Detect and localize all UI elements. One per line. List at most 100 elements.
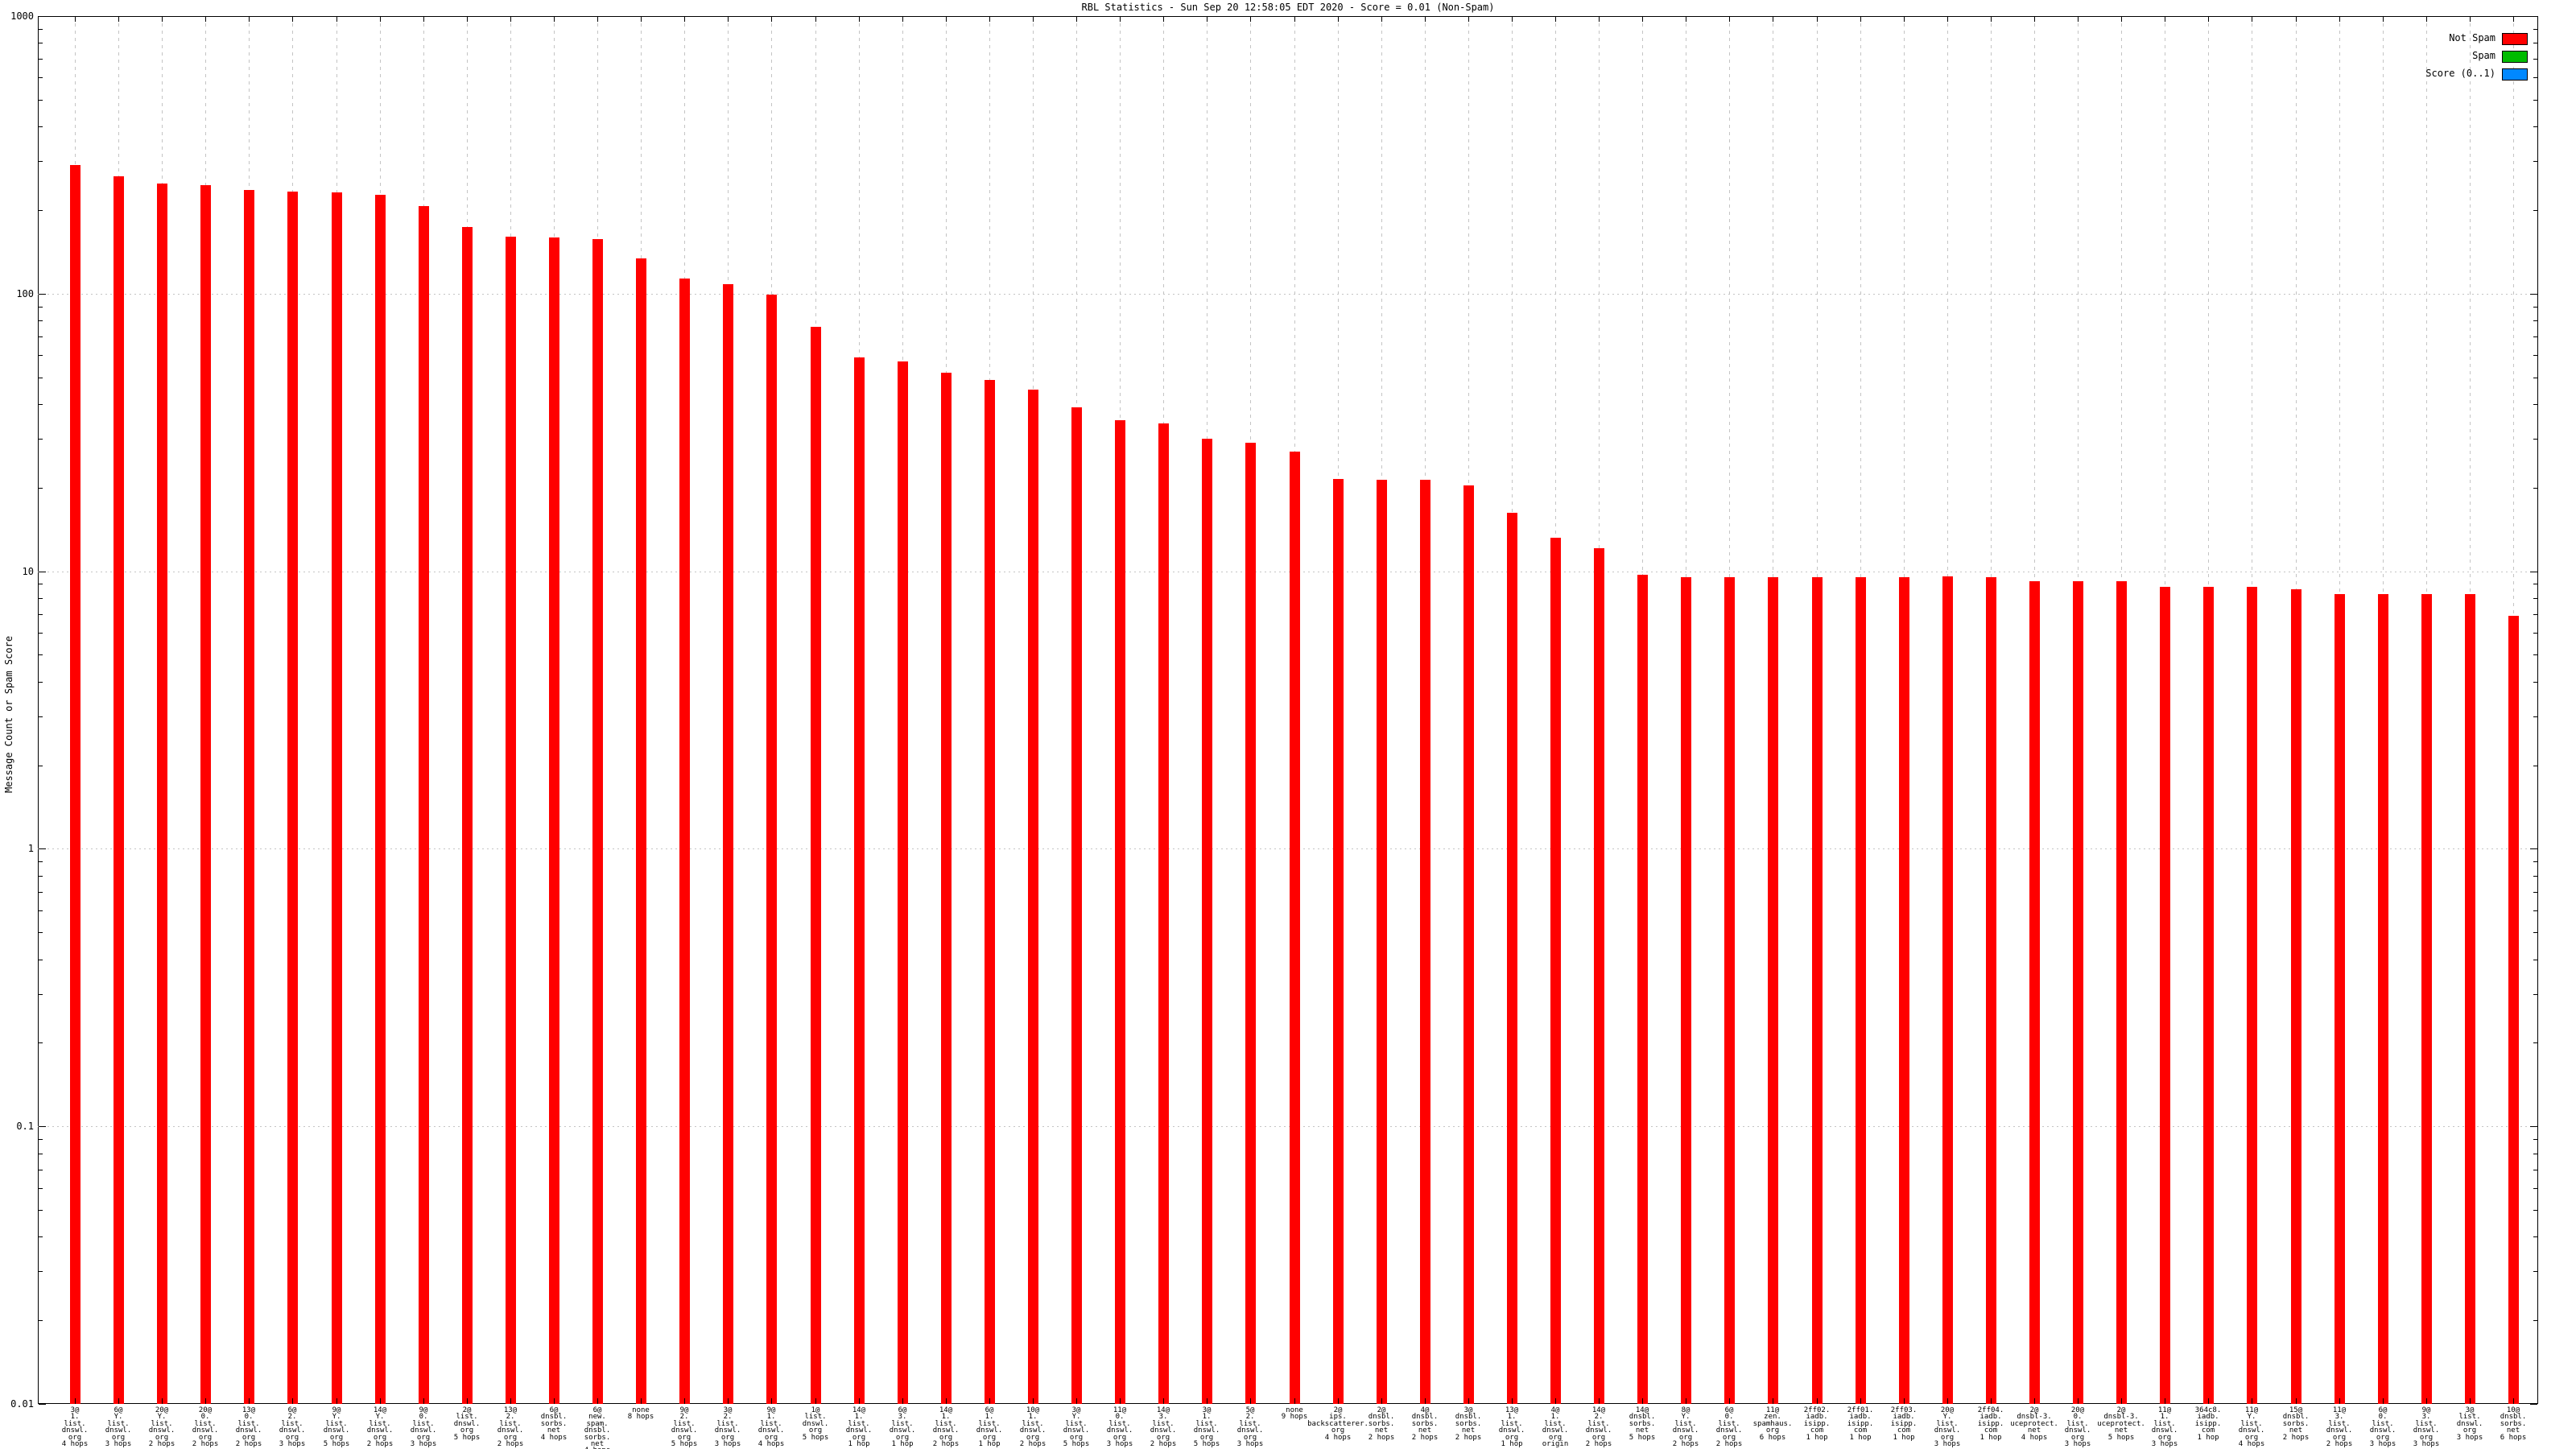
x-tick-top: [2383, 16, 2384, 22]
x-category-label: 11@ Y. list. dnswl. org 4 hops: [2238, 1406, 2265, 1449]
bar: [941, 373, 952, 1404]
x-tick-bottom: [1338, 1398, 1339, 1404]
x-tick-top: [292, 16, 293, 22]
y-tick-minor-right: [2533, 716, 2537, 717]
x-tick-bottom: [1207, 1398, 1208, 1404]
bar: [200, 185, 211, 1404]
x-category-label: 14@ 3. list. dnswl. org 2 hops: [1150, 1406, 1177, 1449]
y-tick-minor-right: [2533, 210, 2537, 211]
x-category-label: 2ff04. iadb. isipp. com 1 hop: [1977, 1406, 2004, 1442]
x-tick-bottom: [2470, 1398, 2471, 1404]
y-tick-minor-right: [2533, 910, 2537, 911]
bar: [1899, 577, 1909, 1404]
x-tick-top: [597, 16, 598, 22]
y-tick-minor-left: [39, 307, 43, 308]
x-tick-top: [1642, 16, 1643, 22]
y-tick-label: 1000: [10, 10, 34, 22]
y-tick-major-right: [2530, 1126, 2537, 1127]
x-tick-top: [510, 16, 511, 22]
y-tick-major-left: [39, 1126, 46, 1127]
x-category-label: 14@ 1. list. dnswl. org 2 hops: [932, 1406, 960, 1449]
bar: [766, 295, 777, 1404]
x-tick-top: [162, 16, 163, 22]
x-tick-bottom: [510, 1398, 511, 1404]
x-tick-bottom: [2078, 1398, 2079, 1404]
x-tick-top: [1991, 16, 1992, 22]
x-category-label: 4@ dnsbl. sorbs. net 2 hops: [1411, 1406, 1439, 1442]
x-tick-top: [1076, 16, 1077, 22]
y-tick-minor-right: [2533, 633, 2537, 634]
x-tick-top: [205, 16, 206, 22]
x-category-label: 10@ 1. list. dnswl. org 2 hops: [1019, 1406, 1046, 1449]
bar: [811, 327, 821, 1404]
y-tick-minor-right: [2533, 126, 2537, 127]
legend-item: Score (0..1): [2359, 68, 2528, 80]
y-tick-major-left: [39, 848, 46, 849]
x-tick-bottom: [423, 1398, 424, 1404]
y-tick-minor-right: [2533, 1320, 2537, 1321]
y-tick-minor-right: [2533, 861, 2537, 862]
x-tick-bottom: [1120, 1398, 1121, 1404]
bar: [157, 184, 167, 1404]
y-tick-minor-right: [2533, 876, 2537, 877]
x-tick-top: [423, 16, 424, 22]
bar: [2247, 587, 2257, 1404]
x-tick-top: [1512, 16, 1513, 22]
y-tick-minor-left: [39, 320, 43, 321]
x-tick-bottom: [1599, 1398, 1600, 1404]
x-tick-bottom: [1512, 1398, 1513, 1404]
x-tick-bottom: [2513, 1398, 2514, 1404]
x-tick-bottom: [641, 1398, 642, 1404]
x-tick-top: [554, 16, 555, 22]
x-tick-top: [380, 16, 381, 22]
bar: [2465, 594, 2475, 1404]
x-category-label: 6@ 3. list. dnswl. org 1 hop: [889, 1406, 916, 1449]
x-tick-top: [859, 16, 860, 22]
y-tick-minor-right: [2533, 320, 2537, 321]
x-tick-bottom: [2383, 1398, 2384, 1404]
x-category-label: 14@ dnsbl. sorbs. net 5 hops: [1629, 1406, 1656, 1442]
x-tick-top: [1555, 16, 1556, 22]
x-tick-top: [641, 16, 642, 22]
x-category-label: 20@ Y. list. dnswl. org 3 hops: [1934, 1406, 1961, 1449]
x-tick-top: [989, 16, 990, 22]
bar: [1681, 577, 1691, 1404]
y-tick-minor-left: [39, 1210, 43, 1211]
x-category-label: 3@ 1. list. dnswl. org 4 hops: [61, 1406, 89, 1449]
x-category-label: 3@ Y. list. dnswl. org 5 hops: [1063, 1406, 1090, 1449]
x-tick-top: [1599, 16, 1600, 22]
bar: [332, 192, 342, 1404]
bar: [1071, 407, 1082, 1404]
bar: [549, 237, 559, 1404]
x-tick-bottom: [1642, 1398, 1643, 1404]
x-tick-bottom: [1033, 1398, 1034, 1404]
x-tick-bottom: [1860, 1398, 1861, 1404]
y-tick-minor-right: [2533, 355, 2537, 356]
x-tick-bottom: [2121, 1398, 2122, 1404]
bar: [287, 192, 298, 1404]
x-tick-top: [684, 16, 685, 22]
y-tick-minor-right: [2533, 59, 2537, 60]
x-category-label: 11@ zen. spamhaus. org 6 hops: [1752, 1406, 1793, 1442]
x-tick-top: [2078, 16, 2079, 22]
x-tick-top: [1381, 16, 1382, 22]
bar: [2421, 594, 2432, 1404]
x-tick-top: [1163, 16, 1164, 22]
x-category-label: 2@ dnsbl-3. uceprotect. net 5 hops: [2097, 1406, 2145, 1442]
y-tick-major-right: [2530, 848, 2537, 849]
x-tick-top: [946, 16, 947, 22]
x-tick-top: [2339, 16, 2340, 22]
y-tick-minor-left: [39, 126, 43, 127]
y-tick-major-left: [39, 16, 46, 17]
x-tick-top: [1947, 16, 1948, 22]
y-tick-minor-left: [39, 1236, 43, 1237]
x-category-label: 9@ 3. list. dnswl. org 3 hops: [2413, 1406, 2440, 1449]
bar: [1420, 480, 1430, 1404]
x-category-label: 14@ Y. list. dnswl. org 2 hops: [366, 1406, 394, 1449]
plot-area-border: [38, 16, 2538, 1404]
x-tick-bottom: [2296, 1398, 2297, 1404]
y-gridline: [38, 848, 2538, 849]
y-tick-minor-right: [2533, 488, 2537, 489]
bar: [679, 279, 690, 1404]
y-tick-minor-left: [39, 876, 43, 877]
